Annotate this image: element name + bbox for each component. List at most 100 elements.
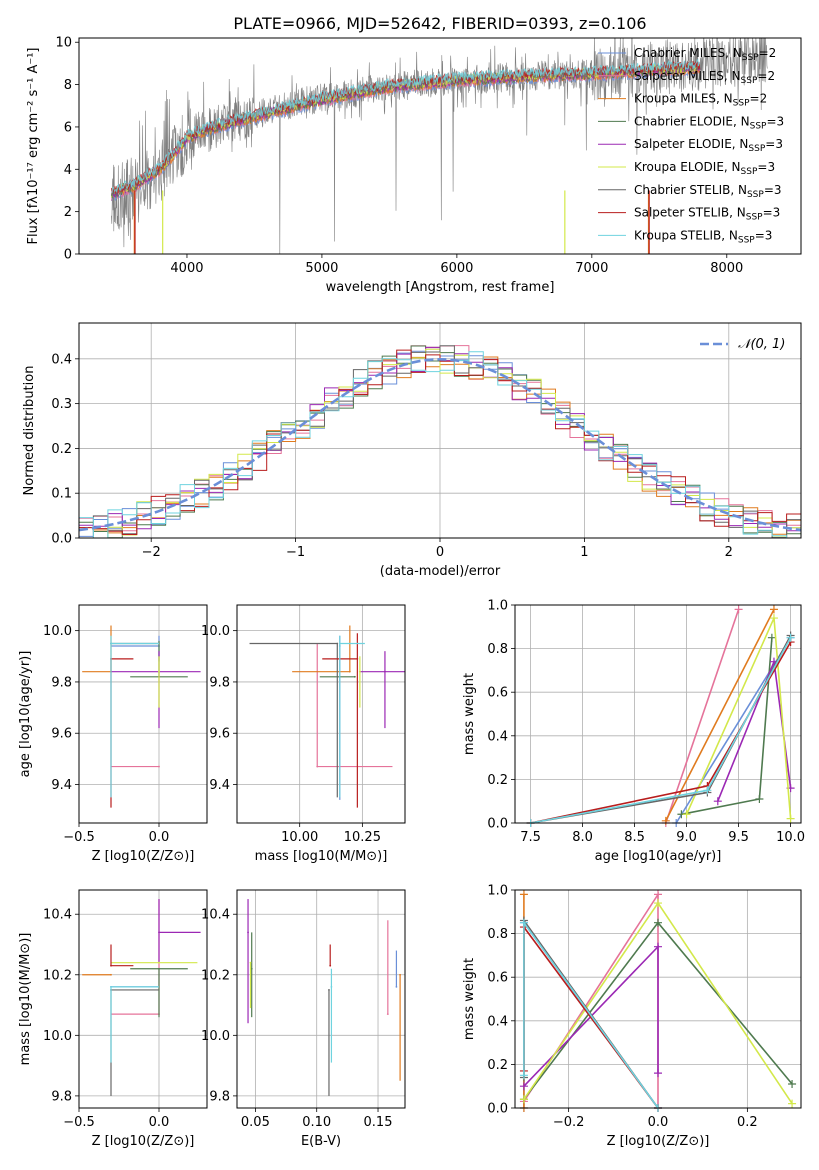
mass-age-ytick-label: 10.0 bbox=[201, 624, 230, 639]
spectrum-xtick-label: 4000 bbox=[170, 261, 203, 276]
z-weight-xlabel: Z [log10(Z/Z⊙)] bbox=[607, 1134, 710, 1149]
spectrum-ytick-label: 6 bbox=[64, 120, 72, 135]
mass-age-point-marker bbox=[338, 642, 341, 645]
age-weight-series-marker bbox=[769, 614, 778, 623]
legend-entry-sub: SSP bbox=[741, 167, 758, 177]
ebv-mass-axes: 0.05 0.10 0.15 9.8 10.0 10.2 10.4 bbox=[201, 890, 405, 1130]
spectrum-ytick-label: 2 bbox=[64, 205, 72, 220]
residuals-xtick-label: −2 bbox=[142, 545, 161, 560]
z-age-plot-area bbox=[82, 625, 201, 808]
ebv-mass-xlabel: E(B-V) bbox=[301, 1134, 341, 1149]
z-age-ytick-label: 9.8 bbox=[51, 675, 72, 690]
age-weight-ytick-label: 0.2 bbox=[487, 773, 508, 788]
legend-entry-sub: SSP bbox=[746, 213, 763, 223]
spectrum-ytick-label: 0 bbox=[64, 248, 72, 263]
legend-entry-label: Kroupa MILES, NSSP=2 bbox=[634, 92, 767, 109]
mass-age-point-marker bbox=[356, 657, 359, 660]
z-age-frame bbox=[78, 604, 208, 824]
z-mass-point-marker bbox=[110, 973, 112, 976]
spectrum-ytick-label: 8 bbox=[64, 78, 72, 93]
z-age-ytick-label: 10.0 bbox=[43, 624, 72, 639]
legend-entry-sub: SSP bbox=[733, 99, 750, 109]
age-weight-series-line bbox=[665, 609, 740, 824]
z-age-ylabel: age [log10(age/yr)] bbox=[18, 651, 33, 778]
z-age-point-marker bbox=[158, 765, 160, 768]
residual-histogram-line bbox=[79, 345, 801, 538]
age-weight-xtick-label: 10.0 bbox=[776, 830, 805, 845]
residual-histogram-line bbox=[79, 348, 801, 538]
z-mass-point-marker bbox=[158, 967, 160, 970]
age-weight-series-marker bbox=[786, 633, 795, 642]
ebv-mass-point-marker bbox=[329, 964, 332, 967]
legend-entry-label: Kroupa STELIB, NSSP=3 bbox=[634, 228, 772, 245]
age-weight-series-marker bbox=[767, 633, 776, 642]
z-age-point-marker bbox=[110, 642, 112, 645]
z-mass-point-marker bbox=[110, 985, 112, 988]
z-mass-point-marker bbox=[158, 931, 160, 934]
legend-entry-label: Kroupa ELODIE, NSSP=3 bbox=[634, 160, 775, 177]
ebv-mass-point-marker bbox=[328, 989, 330, 991]
spectrum-legend: Chabrier MILES, NSSP=2 Salpeter MILES, NS… bbox=[598, 46, 784, 245]
ebv-mass-point-marker bbox=[330, 985, 333, 988]
residuals-ytick-label: 0.2 bbox=[51, 442, 72, 457]
residuals-ytick-label: 0.1 bbox=[51, 487, 72, 502]
z-weight-plot-area bbox=[519, 890, 797, 1112]
legend-entry-tail: =3 bbox=[757, 160, 775, 174]
legend-entry-tail: =3 bbox=[763, 206, 781, 220]
ebv-mass-point-marker bbox=[386, 1013, 389, 1016]
age-weight-xtick-label: 8.0 bbox=[572, 830, 593, 845]
age-weight-series-marker bbox=[734, 605, 743, 614]
legend-entry-tail: =2 bbox=[757, 69, 775, 83]
ebv-mass-point-marker bbox=[399, 973, 401, 976]
legend-entry-tail: =3 bbox=[755, 228, 773, 242]
mass-age-point-marker bbox=[336, 642, 339, 645]
age-weight-series-marker bbox=[713, 797, 722, 806]
ebv-mass-ytick-label: 10.2 bbox=[201, 968, 230, 983]
mass-age-point-marker bbox=[358, 670, 361, 673]
age-weight-xtick-label: 9.0 bbox=[676, 830, 697, 845]
z-weight-ytick-label: 0.2 bbox=[487, 1058, 508, 1073]
z-age-axes: −0.5 0.0 9.4 9.6 9.8 10.0 bbox=[43, 605, 207, 845]
age-weight-ytick-label: 0.6 bbox=[487, 686, 508, 701]
age-weight-series-line bbox=[665, 609, 775, 822]
ebv-mass-ytick-label: 10.4 bbox=[201, 908, 230, 923]
gaussian-legend-label: 𝒩(0, 1) bbox=[738, 337, 785, 352]
gaussian-reference-line bbox=[79, 357, 801, 532]
age-weight-ytick-label: 0.4 bbox=[487, 729, 508, 744]
z-weight-series-marker bbox=[519, 918, 528, 927]
mass-age-axes: 10.00 10.25 9.4 9.6 9.8 10.0 bbox=[201, 605, 405, 845]
z-weight-axes: −0.2 0.0 0.2 0.0 0.2 0.4 0.6 0.8 1.0 bbox=[487, 884, 801, 1130]
age-weight-xtick-label: 9.5 bbox=[728, 830, 749, 845]
legend-entry-sub: SSP bbox=[750, 121, 767, 131]
z-age-ytick-label: 9.6 bbox=[51, 727, 72, 742]
mass-age-plot-area bbox=[249, 625, 405, 808]
z-mass-plot-area bbox=[82, 899, 201, 1096]
mass-age-xlabel: mass [log10(M/M⊙)] bbox=[255, 849, 388, 864]
ebv-mass-frame bbox=[236, 889, 406, 1109]
mass-age-xtick-label: 10.25 bbox=[344, 830, 381, 845]
mass-age-point-marker bbox=[316, 765, 319, 768]
age-weight-series-marker bbox=[682, 810, 691, 819]
residuals-xlabel: (data-model)/error bbox=[380, 564, 501, 579]
legend-entry-tail: =3 bbox=[766, 114, 784, 128]
age-weight-xtick-label: 8.5 bbox=[624, 830, 645, 845]
z-age-xlabel: Z [log10(Z/Z⊙)] bbox=[92, 849, 195, 864]
residuals-ylabel: Normed distribution bbox=[22, 366, 37, 496]
age-weight-plot-area bbox=[526, 605, 795, 827]
spectrum-observed-line bbox=[111, 38, 768, 254]
ebv-mass-xtick-label: 0.10 bbox=[302, 1115, 331, 1130]
legend-entry-tail: =3 bbox=[765, 137, 783, 151]
legend-entry-label: Salpeter ELODIE, NSSP=3 bbox=[634, 137, 783, 154]
z-weight-xtick-label: −0.2 bbox=[553, 1115, 585, 1130]
z-weight-ytick-label: 0.6 bbox=[487, 971, 508, 986]
residuals-xtick-label: 1 bbox=[580, 545, 588, 560]
z-age-ytick-label: 9.4 bbox=[51, 778, 72, 793]
age-weight-series-line bbox=[530, 635, 792, 824]
legend-entry-sub: SSP bbox=[748, 144, 765, 154]
z-weight-series-marker bbox=[519, 1071, 528, 1080]
age-weight-series-marker bbox=[769, 605, 778, 614]
residuals-frame bbox=[78, 322, 802, 539]
z-weight-ytick-label: 0.4 bbox=[487, 1014, 508, 1029]
